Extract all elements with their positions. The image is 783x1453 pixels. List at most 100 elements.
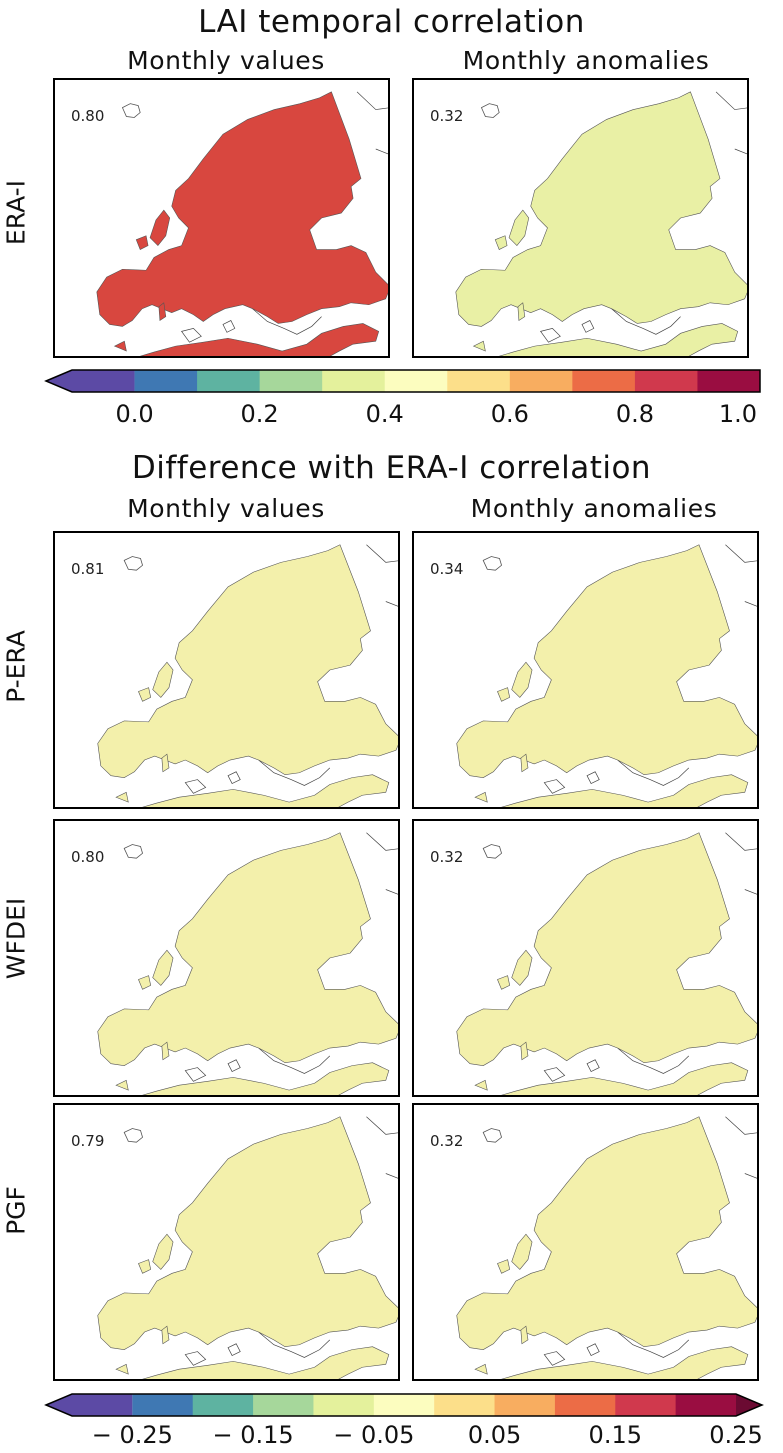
colorbar-segment [697,370,761,392]
iceland-outline [480,103,500,118]
island [115,791,129,803]
coastline [543,1067,566,1082]
top-col-title-left: Monthly values [127,46,325,75]
colorbar-segment [253,1394,314,1416]
land-field [456,832,757,1095]
map-panel-wfdei-values: 0.80 [53,819,400,1097]
coastline [744,601,757,607]
coastline [222,320,236,333]
europe-map [456,1116,757,1379]
coastline [258,1331,331,1358]
land-field [456,1116,757,1379]
iceland-outline [121,103,141,118]
island [497,1259,511,1274]
colorbar-tick-label: − 0.25 [91,1421,173,1449]
colorbar-tick-label: 1.0 [718,400,758,428]
island [115,1363,129,1375]
coastline [227,1343,241,1356]
panel-stat: 0.79 [71,1132,105,1150]
coastline [586,1059,600,1072]
europe-map [97,1116,398,1379]
row-label-p-era: P-ERA [1,630,31,703]
colorbar-segment [384,370,448,392]
coastline [581,320,595,333]
coastline [184,779,207,794]
island [497,975,511,990]
row-label-era-i: ERA-I [1,179,31,246]
iceland-outline [123,844,143,859]
coastline [184,1351,207,1366]
panel-stat: 0.32 [430,107,464,125]
island [511,661,533,698]
europe-map [456,832,757,1095]
top-col-title-right: Monthly anomalies [462,46,710,75]
panel-stat: 0.80 [71,848,105,866]
panel-stat: 0.80 [71,107,105,125]
map-panel-era-i-values: 0.80 [53,78,390,358]
island [520,1041,529,1061]
panel-stat: 0.34 [430,560,464,578]
coastline [366,832,398,851]
coastline [586,771,600,784]
colorbar-segment [615,1394,677,1416]
land-field [97,832,398,1095]
island [138,975,152,990]
coastline [586,1343,600,1356]
colorbar-tick-label: 0.4 [365,400,404,428]
bottom-col-title-right: Monthly anomalies [470,494,718,523]
europe-map [455,91,747,356]
island [474,1363,488,1375]
panel-stat: 0.81 [71,560,105,578]
map-panel-wfdei-anomalies: 0.32 [412,819,759,1097]
colorbar-difference [44,1393,764,1417]
coastline [725,544,757,563]
colorbar-segment [132,1394,194,1416]
europe-map [97,544,398,807]
colorbar-over-extension [736,1394,762,1416]
colorbar-segment [634,370,698,392]
colorbar-segment [675,1394,737,1416]
coastline [617,759,690,786]
coastline [725,832,757,851]
coastline [543,779,566,794]
iceland-outline [123,1128,143,1143]
island [511,949,533,986]
colorbar-segment [554,1394,616,1416]
island [161,1041,170,1061]
island [511,1233,533,1270]
island [474,791,488,803]
coastline [356,91,388,110]
coastline [227,771,241,784]
colorbar-outline [44,369,761,393]
coastline [617,1047,690,1074]
island [517,302,526,322]
coastline [258,759,331,786]
coastline [385,1173,398,1179]
land-field [456,544,757,807]
europe-map [97,832,398,1095]
coastline [539,328,561,343]
europe-map [456,544,757,807]
coastline [725,1116,757,1135]
island [152,949,174,986]
coastline [184,1067,207,1082]
top-title: LAI temporal correlation [198,4,585,40]
panel-stat: 0.32 [430,1132,464,1150]
europe-map [96,91,388,356]
row-label-wfdei: WFDEI [1,897,31,980]
coastline [744,1173,757,1179]
colorbar-segment [434,1394,496,1416]
colorbar-tick-label: 0.0 [115,400,154,428]
colorbar-segment [494,1394,556,1416]
colorbar-segment [259,370,323,392]
colorbar-tick-label: 0.05 [467,1421,522,1449]
land-field [97,544,398,807]
land-field [455,91,747,356]
island [113,340,127,352]
iceland-outline [482,556,502,571]
island [161,1325,170,1345]
map-panel-era-i-anomalies: 0.32 [412,78,749,358]
map-panel-pgf-values: 0.79 [53,1103,400,1381]
colorbar-segment [373,1394,435,1416]
colorbar-segment [509,370,573,392]
